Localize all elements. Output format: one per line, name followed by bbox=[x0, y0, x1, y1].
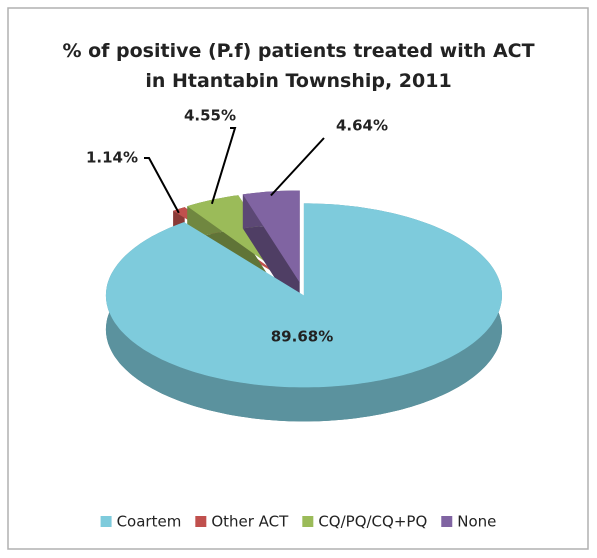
legend-label: CQ/PQ/CQ+PQ bbox=[318, 513, 427, 531]
leader-line bbox=[270, 137, 325, 197]
data-label: 89.68% bbox=[271, 328, 333, 346]
chart-title: % of positive (P.f) patients treated wit… bbox=[62, 40, 535, 92]
legend-swatch bbox=[100, 516, 112, 527]
legend-swatch bbox=[302, 516, 314, 527]
pie-slice bbox=[105, 203, 502, 388]
data-label: 4.55% bbox=[184, 107, 236, 125]
legend-label: Other ACT bbox=[211, 513, 289, 531]
leader-line bbox=[144, 157, 180, 214]
pie-slice bbox=[242, 190, 300, 283]
leader-line bbox=[210, 127, 237, 205]
legend-label: Coartem bbox=[117, 513, 182, 531]
data-label: 4.64% bbox=[336, 117, 388, 135]
data-label: 1.14% bbox=[86, 149, 138, 167]
legend-swatch bbox=[195, 516, 207, 527]
legend-swatch bbox=[441, 516, 453, 527]
legend-label: None bbox=[457, 513, 496, 531]
